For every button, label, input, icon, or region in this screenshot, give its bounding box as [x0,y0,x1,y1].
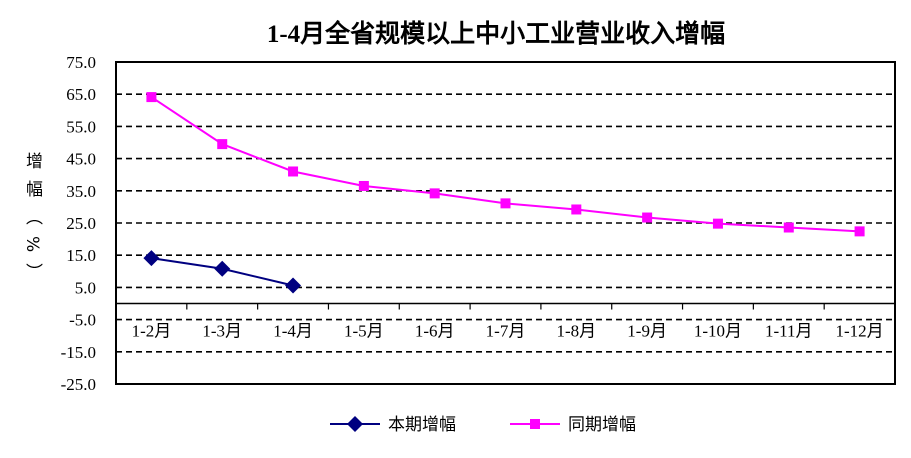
series-line [150,96,860,233]
x-tick-label: 1-2月 [132,322,172,341]
x-tick-label: 1-10月 [694,322,742,341]
x-tick-label: 1-6月 [415,322,455,341]
x-tick-label: 1-5月 [344,322,384,341]
legend-label: 同期增幅 [568,415,636,434]
x-tick-label: 1-4月 [273,322,313,341]
y-axis-label: 增幅（%） [22,152,42,292]
data-point-diamond [285,277,302,294]
y-tick-label: 75.0 [66,53,96,72]
y-tick-label: -25.0 [61,375,96,394]
legend-label: 本期增幅 [388,415,456,434]
chart-title: 1-4月全省规模以上中小工业营业收入增幅 [267,19,725,48]
data-point-square [783,222,794,233]
x-tick-label: 1-8月 [556,322,596,341]
y-tick-label: 5.0 [75,278,96,297]
x-tick-label: 1-7月 [486,322,526,341]
y-tick-label: 45.0 [66,150,96,169]
data-point-square [642,212,653,223]
data-point-square [429,188,440,199]
data-point-square [146,92,157,103]
data-point-square [358,180,369,191]
data-point-square [530,419,540,429]
data-point-square [571,204,582,215]
data-point-square [288,166,299,177]
data-point-diamond [143,250,160,267]
plot-area-border [115,61,896,385]
y-tick-label: 15.0 [66,246,96,265]
y-tick-label: 65.0 [66,85,96,104]
legend-item: 本期增幅 [330,415,456,434]
data-point-square [854,226,865,237]
y-tick-label: 35.0 [66,182,96,201]
x-tick-label: 1-11月 [765,322,813,341]
y-tick-label: 55.0 [66,117,96,136]
data-point-diamond [214,260,231,277]
data-point-diamond [347,416,363,432]
data-point-square [712,218,723,229]
x-tick-label: 1-12月 [836,322,884,341]
data-point-square [500,198,511,209]
series-current [143,250,302,294]
data-point-square [217,139,228,150]
x-tick-label: 1-3月 [202,322,242,341]
y-tick-label: 25.0 [66,214,96,233]
series-prior-year [146,92,865,237]
y-tick-label: -15.0 [61,343,96,362]
legend-item: 同期增幅 [510,415,636,434]
x-tick-label: 1-9月 [627,322,667,341]
y-tick-label: -5.0 [69,311,96,330]
